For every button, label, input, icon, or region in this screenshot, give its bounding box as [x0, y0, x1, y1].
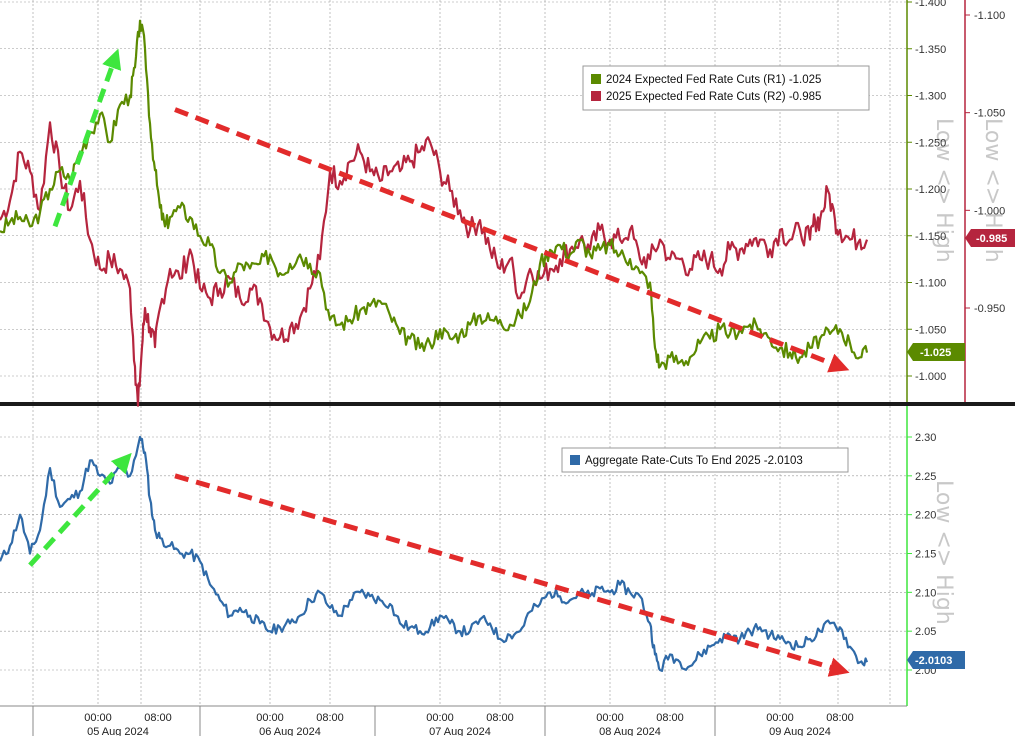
top-left-tick-label: -1.400 [915, 0, 946, 9]
bottom-legend: Aggregate Rate-Cuts To End 2025 -2.0103 [561, 447, 849, 473]
badge-bottom-blue-shape [907, 651, 965, 669]
bottom-tick-label: 2.10 [915, 587, 936, 599]
axis-ticks: -1.000 -1.050 -1.100 -1.150 -1.200 -1.250 -1.3… [907, 0, 1005, 677]
top-left-tick-label: -1.300 [915, 91, 946, 103]
badge-top-green-shape [907, 343, 965, 361]
legend-swatch-2025 [591, 91, 601, 101]
legend-swatch-2024 [591, 74, 601, 84]
bottom-tick-label: 2.15 [915, 549, 936, 561]
x-time-tick-label: 08:00 [656, 712, 684, 724]
top-panel-series [0, 19, 869, 407]
top-left-tick-label: -1.150 [915, 231, 946, 243]
top-right-tick-label: -1.000 [974, 205, 1005, 217]
top-watermark-left: Low <> High [931, 118, 956, 263]
badge-top-green: -1.025 [907, 343, 965, 361]
badge-bottom-blue: -2.0103 [907, 651, 965, 669]
bottom-tick-label: 2.05 [915, 626, 936, 638]
top-left-tick-label: -1.250 [915, 137, 946, 149]
x-date-label: 07 Aug 2024 [429, 726, 491, 736]
series-aggregate-line [0, 435, 869, 672]
bottom-tick-label: 2.25 [915, 471, 936, 483]
top-left-tick-label: -1.050 [915, 324, 946, 336]
trend-arrows [28, 48, 850, 677]
top-legend: 2024 Expected Fed Rate Cuts (R1) -1.025 … [582, 65, 870, 111]
badge-top-red-text: -0.985 [976, 233, 1007, 245]
x-date-label: 08 Aug 2024 [599, 726, 661, 736]
legend-swatch-aggregate [570, 455, 580, 465]
x-time-tick-label: 08:00 [486, 712, 514, 724]
x-time-tick-label: 00:00 [766, 712, 794, 724]
badge-top-red: -0.985 [965, 229, 1015, 247]
top-left-tick-label: -1.100 [915, 278, 946, 290]
x-time-tick-label: 00:00 [84, 712, 112, 724]
top-right-tick-label: -1.050 [974, 108, 1005, 120]
x-time-tick-label: 00:00 [426, 712, 454, 724]
bottom-tick-label: 2.30 [915, 432, 936, 444]
top-panel-grid [0, 0, 907, 402]
top-left-tick-label: -1.200 [915, 184, 946, 196]
top-right-tick-label: -1.100 [974, 10, 1005, 22]
x-time-tick-label: 00:00 [256, 712, 284, 724]
badge-bottom-blue-text: -2.0103 [915, 655, 952, 667]
series-2025-line [0, 121, 869, 407]
bottom-tick-label: 2.20 [915, 510, 936, 522]
x-time-tick-label: 08:00 [316, 712, 344, 724]
bottom-red-arrow [174, 473, 850, 677]
top-red-arrow [174, 107, 850, 373]
legend-label-aggregate: Aggregate Rate-Cuts To End 2025 -2.0103 [585, 455, 803, 467]
legend-label-2024: 2024 Expected Fed Rate Cuts (R1) -1.025 [606, 74, 821, 86]
top-left-tick-label: -1.350 [915, 44, 946, 56]
x-time-tick-label: 00:00 [596, 712, 624, 724]
bottom-panel-series [0, 435, 869, 672]
x-date-label: 05 Aug 2024 [87, 726, 149, 736]
series-2024-line [0, 19, 869, 370]
badge-top-red-shape [965, 229, 1015, 247]
bottom-watermark: Low <> High [931, 480, 956, 625]
top-left-tick-label: -1.000 [915, 371, 946, 383]
badge-top-green-text: -1.025 [920, 347, 951, 359]
x-date-label: 09 Aug 2024 [769, 726, 831, 736]
x-axis-labels: 00:00 08:00 00:00 08:00 00:00 08:00 00:00 08:00… [32, 706, 854, 736]
bottom-legend-box [561, 447, 849, 473]
top-right-tick-label: -0.950 [974, 303, 1005, 315]
panel-separator [0, 402, 1015, 406]
x-time-tick-label: 08:00 [826, 712, 854, 724]
bottom-green-arrow [28, 452, 132, 567]
x-date-label: 06 Aug 2024 [259, 726, 321, 736]
legend-label-2025: 2025 Expected Fed Rate Cuts (R2) -0.985 [606, 91, 821, 103]
x-time-tick-label: 08:00 [144, 712, 172, 724]
top-legend-box [582, 65, 870, 111]
bottom-panel-grid [0, 406, 907, 706]
top-green-arrow [52, 48, 122, 228]
